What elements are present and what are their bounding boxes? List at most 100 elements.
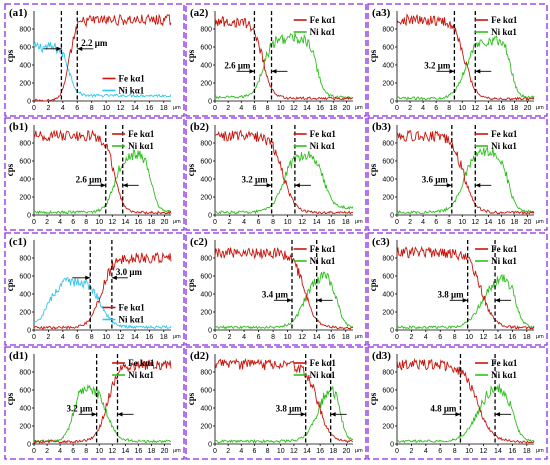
- y-axis-label: cps: [368, 392, 378, 405]
- x-tick-label: 14: [313, 334, 321, 341]
- x-tick-label: 10: [102, 105, 110, 112]
- x-tick-label: 2: [46, 334, 50, 341]
- fe-series-line: [396, 245, 535, 330]
- legend-ni-label: Ni kα1: [119, 86, 145, 96]
- x-tick-label: 16: [145, 334, 153, 341]
- panel-border: [4, 232, 185, 346]
- y-tick-label: 0: [27, 328, 31, 335]
- x-unit-label: μm: [536, 334, 544, 340]
- y-tick-label: 400: [382, 63, 394, 70]
- y-tick-label: 200: [200, 424, 212, 431]
- interface-width-label: 2.6 μm: [224, 60, 251, 70]
- y-tick-label: 800: [382, 27, 394, 34]
- legend-fe-label: Fe kα1: [491, 358, 518, 368]
- panel-b2: 0 2 4 6 8 10 12 14 16 18 μm 0 200 400 600 800 cps 3.2 μm F…: [185, 117, 367, 231]
- x-tick-label: 10: [95, 448, 103, 455]
- y-axis-label: cps: [186, 163, 196, 176]
- x-tick-label: 6: [71, 448, 75, 455]
- legend-ni-label: Ni kα1: [310, 141, 336, 151]
- y-tick-label: 200: [382, 310, 394, 317]
- interface-width-label: 4.8 μm: [430, 403, 457, 413]
- legend-fe-label: Fe kα1: [310, 129, 337, 139]
- y-tick-label: 600: [382, 45, 394, 52]
- fe-series-line: [33, 129, 172, 215]
- legend-ni-label: Ni kα1: [128, 141, 154, 151]
- legend-fe-label: Fe kα1: [310, 244, 337, 254]
- x-tick-label: 8: [447, 105, 451, 112]
- panel-border: [185, 232, 367, 346]
- fe-series-line: [33, 251, 172, 330]
- x-tick-label: 6: [71, 219, 75, 226]
- ni-series-line: [214, 151, 354, 215]
- y-tick-label: 400: [200, 177, 212, 184]
- panel-label: (b3): [372, 121, 391, 133]
- x-tick-label: 6: [434, 219, 438, 226]
- x-tick-label: 0: [32, 448, 36, 455]
- interface-width-label: 3.8 μm: [438, 289, 465, 299]
- fe-series-line: [33, 13, 172, 102]
- x-tick-label: 16: [327, 334, 335, 341]
- y-tick-label: 0: [390, 99, 394, 106]
- arrow-left-head: [100, 183, 106, 188]
- x-tick-label: 0: [32, 219, 36, 226]
- panel-label: (b1): [9, 121, 28, 133]
- x-tick-label: 16: [497, 105, 505, 112]
- fe-series-line: [396, 357, 535, 444]
- legend-ni-label: Ni kα1: [491, 256, 517, 266]
- legend-fe-label: Fe kα1: [310, 358, 337, 368]
- y-tick-label: 600: [19, 388, 31, 395]
- x-tick-label: 18: [329, 105, 337, 112]
- y-axis-label: cps: [5, 163, 15, 176]
- x-tick-label: 16: [134, 219, 142, 226]
- x-tick-label: 12: [471, 105, 479, 112]
- x-tick-label: 20: [343, 448, 351, 455]
- y-tick-label: 800: [382, 256, 394, 263]
- panel-border: [185, 3, 367, 117]
- y-tick-label: 800: [200, 27, 212, 34]
- x-tick-label: 20: [343, 105, 351, 112]
- x-tick-label: 2: [408, 105, 412, 112]
- x-tick-label: 14: [484, 219, 492, 226]
- panel-d1: 0 2 4 6 8 10 12 14 16 18 20 μm 0 200 400 600 800 cps 3.2 μ…: [4, 346, 185, 460]
- panel-label: (c1): [9, 236, 27, 248]
- x-tick-label: 14: [121, 219, 129, 226]
- ni-series-line: [396, 383, 535, 444]
- arrow-right-head: [117, 412, 123, 417]
- x-tick-label: 12: [117, 105, 125, 112]
- y-tick-label: 0: [208, 213, 212, 220]
- y-tick-label: 200: [19, 424, 31, 431]
- arrow-right-head: [271, 69, 277, 74]
- x-tick-label: 18: [342, 334, 350, 341]
- arrow-left-head: [455, 412, 461, 417]
- panel-label: (a2): [190, 7, 209, 19]
- legend-ni-label: Ni kα1: [310, 370, 336, 380]
- arrow-right-head: [475, 69, 481, 74]
- x-tick-label: 14: [131, 334, 139, 341]
- x-tick-label: 6: [75, 334, 79, 341]
- arrow-right-head: [111, 275, 117, 280]
- x-tick-label: 0: [395, 448, 399, 455]
- legend-ni-label: Ni kα1: [310, 256, 336, 266]
- x-tick-label: 20: [161, 219, 169, 226]
- x-tick-label: 2: [409, 334, 413, 341]
- interface-width-label: 3.2 μm: [67, 403, 94, 413]
- x-tick-label: 4: [61, 105, 65, 112]
- x-tick-label: 14: [121, 448, 129, 455]
- fe-series-line: [214, 129, 354, 215]
- fe-series-line: [33, 359, 172, 444]
- x-tick-label: 10: [102, 334, 110, 341]
- y-tick-label: 200: [19, 81, 31, 88]
- y-tick-label: 600: [382, 388, 394, 395]
- x-unit-label: μm: [173, 105, 181, 111]
- y-axis-label: cps: [368, 49, 378, 62]
- y-axis-label: cps: [186, 278, 196, 291]
- panel-c3: 0 2 4 6 8 10 12 14 16 18 μm 0 200 400 600 800 cps 3.8 μm F…: [367, 232, 548, 346]
- x-tick-label: 8: [271, 334, 275, 341]
- arrow-right-head: [122, 183, 128, 188]
- y-tick-label: 800: [382, 370, 394, 377]
- legend-fe-label: Fe kα1: [119, 303, 146, 313]
- x-tick-label: 8: [90, 334, 94, 341]
- x-tick-label: 10: [458, 219, 466, 226]
- y-axis-label: cps: [186, 49, 196, 62]
